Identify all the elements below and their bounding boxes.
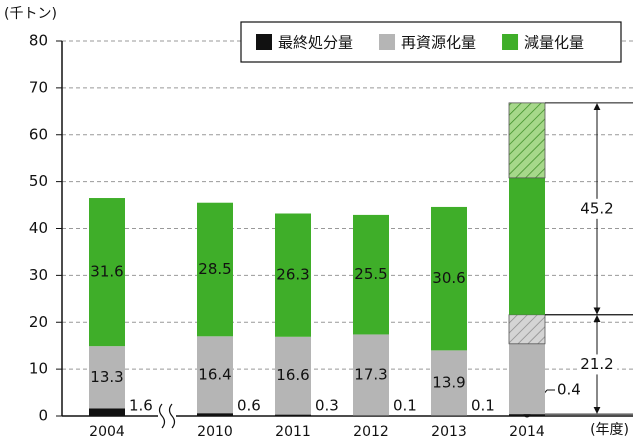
data-label: 1.6 [129,397,153,415]
bar-segment [197,202,233,337]
y-tick-label: 0 [38,407,48,425]
data-label: 0.4 [557,381,581,399]
bar-segment [508,102,546,179]
bar-segment [197,336,233,414]
bar-segment [89,346,125,409]
x-unit-label: (年度) [590,422,629,438]
data-label: 30.6 [432,269,465,287]
y-tick-label: 20 [29,313,48,331]
x-tick-label: 2012 [353,424,389,440]
bar-segment [197,413,233,416]
bar-segment [275,213,311,337]
bar-segment [431,206,467,351]
data-label: 16.4 [198,365,231,383]
legend-label: 再資源化量 [401,34,476,52]
y-tick-label: 50 [29,172,48,190]
y-tick-label: 80 [29,32,48,50]
axis-break [158,402,176,430]
data-label: 0.1 [471,397,495,415]
y-tick-label: 30 [29,266,48,284]
bar-segment [353,334,389,416]
legend-box [240,21,622,63]
data-label: 31.6 [90,263,123,281]
bar-segment [275,336,311,415]
x-tick-label: 2014 [509,424,545,440]
bar-segment [89,198,125,347]
annotation: 45.2 [580,199,613,217]
data-label: 13.3 [90,368,123,386]
x-tick-label: 2013 [431,424,467,440]
y-tick-label: 60 [29,125,48,143]
x-tick-label: 2004 [89,424,125,440]
y-tick-label: 10 [29,360,48,378]
bar-segment [275,414,311,416]
x-tick-label: 2011 [275,424,311,440]
bar-segment [431,350,467,416]
y-unit-label: (千トン) [4,6,57,22]
data-label: 0.3 [315,397,339,415]
bar-segment [89,408,125,416]
data-label: 28.5 [198,260,231,278]
data-label: 26.3 [276,266,309,284]
legend: 最終処分量 再資源化量 減量化量 [240,21,622,63]
x-tick-label: 2010 [197,424,233,440]
legend-swatch [379,34,396,50]
bar-segment [353,214,389,335]
axis-break [158,403,176,429]
y-tick-label: 70 [29,78,48,96]
annotation: 21.2 [580,355,613,373]
legend-label: 最終処分量 [278,34,353,52]
bar-segment [509,343,545,415]
data-label: 16.6 [276,366,309,384]
bar-segment [508,314,546,345]
legend-label: 減量化量 [524,34,584,52]
legend-swatch [502,34,519,50]
annotation-bg [577,198,617,219]
legend-swatch [256,34,272,50]
data-label: 0.1 [393,397,417,415]
data-label: 0.6 [237,397,261,415]
data-label: 25.5 [354,265,387,283]
bar-segment [509,177,545,315]
y-tick-label: 40 [29,219,48,237]
annotation-bg [577,354,617,375]
data-label: 17.3 [354,365,387,383]
data-label: 13.9 [432,373,465,391]
